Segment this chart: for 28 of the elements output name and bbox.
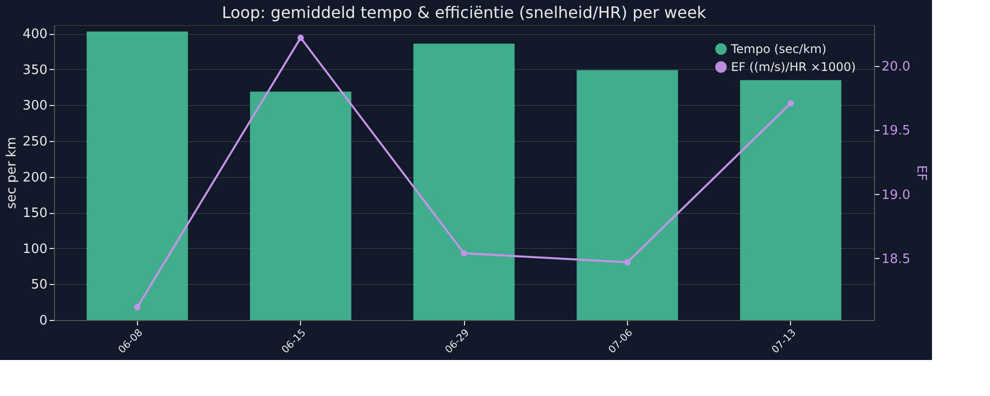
y-tick-label: 0 — [39, 314, 48, 328]
chart-title: Loop: gemiddeld tempo & efficiëntie (snelheid/HR) per week — [222, 3, 707, 22]
point — [134, 304, 140, 310]
y2-axis-title: EF — [913, 165, 928, 181]
bar — [413, 44, 515, 320]
y-tick-label: 100 — [22, 242, 48, 257]
legend-label: EF ((m/s)/HR ×1000) — [731, 60, 856, 74]
y-axis-title: sec per km — [4, 137, 20, 209]
point — [297, 34, 304, 41]
y-tick-label: 400 — [22, 27, 48, 42]
point — [788, 100, 794, 106]
point — [624, 259, 631, 266]
bar — [576, 70, 678, 320]
y2-tick-label: 19.5 — [882, 124, 910, 139]
bar — [740, 80, 842, 320]
point — [460, 250, 468, 256]
legend-label: Tempo (sec/km) — [730, 42, 826, 56]
y-tick-label: 200 — [22, 170, 48, 186]
y-tick-label: 250 — [22, 134, 48, 150]
bar — [86, 31, 188, 320]
y2-tick-label: 20.0 — [882, 60, 910, 75]
y-tick-label: 150 — [22, 206, 48, 222]
y2-tick-label: 18.5 — [882, 252, 910, 267]
y2-tick-label: 19.0 — [882, 188, 910, 203]
y-tick-label: 350 — [22, 62, 48, 78]
y-tick-label: 300 — [22, 98, 48, 114]
bar — [250, 92, 352, 320]
y-tick-label: 50 — [30, 278, 48, 293]
